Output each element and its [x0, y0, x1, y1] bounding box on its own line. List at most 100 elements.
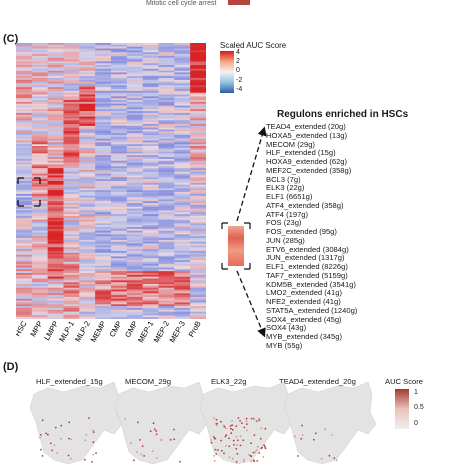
heatmap-cell [95, 114, 112, 117]
heatmap-cell [158, 68, 175, 71]
heatmap-cell [31, 65, 48, 68]
heatmap-cell [142, 193, 159, 197]
heatmap-cell [95, 85, 112, 88]
heatmap-cell [31, 241, 48, 244]
heatmap-cell [190, 158, 206, 162]
heatmap-cell [174, 63, 191, 66]
heatmap-cell [79, 243, 96, 246]
heatmap-cell [158, 179, 175, 182]
heatmap-cell [190, 168, 206, 171]
heatmap-cell [63, 228, 80, 231]
heatmap-cell [63, 158, 80, 162]
heatmap-cell [126, 129, 143, 132]
heatmap-cell [126, 210, 143, 213]
heatmap-cell [111, 147, 128, 151]
heatmap-cell [16, 214, 33, 217]
heatmap-cell [31, 160, 48, 163]
umap-title: TEAD4_extended_20g [279, 377, 356, 386]
heatmap-cell [190, 138, 206, 141]
heatmap-cell [142, 298, 159, 301]
heatmap-cell [95, 274, 112, 277]
heatmap-cell [158, 304, 175, 307]
heatmap-cell [126, 228, 143, 231]
heatmap-cell [158, 271, 175, 274]
heatmap-cell [158, 285, 175, 289]
heatmap-cell [111, 65, 128, 68]
heatmap-cell [47, 250, 64, 254]
heatmap-cell [158, 243, 175, 246]
heatmap-cell [79, 284, 96, 287]
heatmap-cell [111, 74, 128, 77]
heatmap-cell [95, 195, 112, 198]
heatmap-cell [63, 241, 80, 244]
heatmap-cell [63, 300, 80, 303]
heatmap-cell [142, 135, 159, 138]
heatmap-cell [63, 254, 80, 257]
heatmap-cell [79, 160, 96, 163]
heatmap-cell [63, 197, 80, 200]
heatmap-cell [16, 85, 33, 88]
umap-cell-dot [231, 420, 233, 422]
heatmap-cell [158, 160, 175, 163]
heatmap-cell [31, 287, 48, 290]
umap-cell-dot [213, 417, 216, 420]
heatmap-cell [158, 140, 175, 143]
heatmap-cell [31, 221, 48, 224]
heatmap-cell [47, 223, 64, 226]
heatmap-cell [111, 153, 128, 156]
heatmap-cell [31, 234, 48, 237]
heatmap-cell [174, 98, 191, 101]
heatmap-cell [47, 311, 64, 314]
heatmap-cell [158, 144, 175, 147]
heatmap-cell [158, 87, 175, 90]
heatmap-cell [111, 100, 128, 103]
heatmap-cell [63, 65, 80, 68]
heatmap-cell [126, 307, 143, 311]
heatmap-cell [158, 197, 175, 200]
heatmap-cell [16, 309, 33, 312]
heatmap-cell [16, 232, 33, 235]
heatmap-cell [142, 267, 159, 270]
heatmap-cell [63, 186, 80, 189]
heatmap-cell [47, 66, 64, 70]
umap-cell-dot [328, 454, 331, 457]
heatmap-cell [126, 103, 143, 106]
heatmap-cell [31, 162, 48, 165]
heatmap-cell [142, 287, 159, 290]
heatmap-cell [126, 162, 143, 165]
heatmap-cell [174, 241, 191, 244]
heatmap-cell [31, 147, 48, 151]
heatmap-cell [79, 192, 96, 195]
heatmap-cell [95, 135, 112, 138]
heatmap-cell [190, 96, 206, 99]
heatmap-cell [16, 111, 33, 114]
heatmap-cell [174, 214, 191, 217]
heatmap-cell [190, 214, 206, 217]
heatmap-cell [16, 70, 33, 73]
heatmap-cell [174, 250, 191, 254]
heatmap-cell [79, 313, 96, 316]
heatmap-cell [31, 61, 48, 64]
heatmap-cell [95, 118, 112, 121]
heatmap-cell [16, 83, 33, 86]
heatmap-cell [63, 208, 80, 211]
heatmap-cell [95, 66, 112, 70]
heatmap-cell [16, 179, 33, 182]
heatmap-cell [63, 114, 80, 117]
heatmap-cell [47, 273, 64, 276]
heatmap-cell [16, 114, 33, 117]
heatmap-cell [111, 212, 128, 215]
heatmap-cell [95, 105, 112, 108]
umap-cell-dot [220, 420, 222, 423]
heatmap-cell [63, 276, 80, 279]
heatmap-cell [79, 65, 96, 68]
heatmap-cell [126, 287, 143, 290]
heatmap-cell [158, 252, 175, 255]
umap-cell-dot [242, 439, 245, 442]
heatmap-cell [158, 46, 175, 49]
umap-cell-dot [236, 439, 239, 442]
heatmap-cell [158, 313, 175, 316]
heatmap-cell [79, 203, 96, 206]
heatmap-cell [158, 284, 175, 287]
heatmap-cell [79, 214, 96, 217]
